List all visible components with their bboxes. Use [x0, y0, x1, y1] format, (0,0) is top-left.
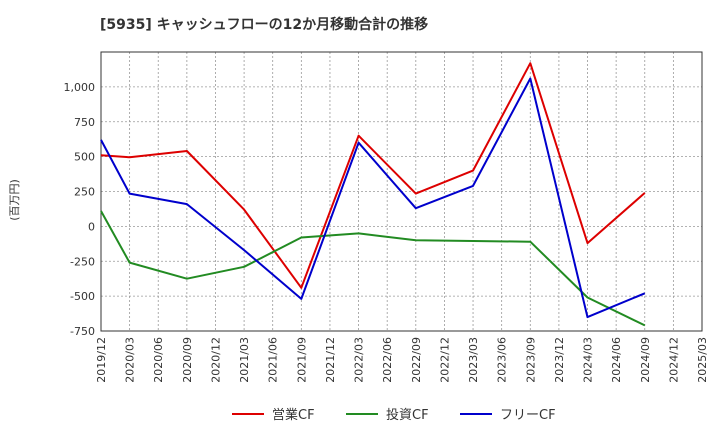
x-tick-label: 2023/06 — [496, 337, 509, 383]
legend-label: フリーCF — [500, 408, 556, 423]
x-tick-label: 2022/03 — [353, 337, 366, 383]
x-tick-label: 2019/12 — [95, 337, 108, 383]
series-line-2 — [100, 210, 646, 327]
x-tick-label: 2021/06 — [267, 337, 280, 383]
y-tick-label: -500 — [70, 290, 95, 303]
chart-title: [5935] キャッシュフローの12か月移動合計の推移 — [100, 17, 429, 33]
x-tick-label: 2020/12 — [209, 337, 222, 383]
y-tick-label: 0 — [88, 220, 95, 233]
x-tick-label: 2023/03 — [467, 337, 480, 383]
x-tick-label: 2024/06 — [610, 337, 623, 383]
y-tick-label: 1,000 — [64, 81, 96, 94]
x-tick-label: 2023/12 — [553, 337, 566, 383]
x-tick-label: 2021/03 — [238, 337, 251, 383]
x-tick-label: 2023/09 — [524, 337, 537, 383]
y-tick-labels: -750 -500 -250 0 250 500 750 1,000 — [64, 81, 96, 338]
x-tick-label: 2020/06 — [152, 337, 165, 383]
y-tick-label: 250 — [74, 186, 95, 199]
x-tick-labels: 2019/12 2020/03 2020/06 2020/09 2020/12 2021/… — [95, 337, 709, 383]
x-tick-label: 2022/12 — [438, 337, 451, 383]
x-tick-label: 2021/12 — [324, 337, 337, 383]
legend: 営業CF 投資CF フリーCF — [232, 407, 556, 423]
series-line-1 — [100, 62, 646, 289]
y-tick-label: 500 — [74, 151, 95, 164]
y-tick-label: -250 — [70, 255, 95, 268]
x-tick-label: 2020/09 — [181, 337, 194, 383]
y-tick-label: -750 — [70, 325, 95, 338]
series-line-3 — [100, 77, 646, 319]
series-layer — [100, 62, 646, 327]
x-tick-label: 2022/09 — [410, 337, 423, 383]
plot-frame — [100, 51, 703, 332]
x-tick-label: 2020/03 — [124, 337, 137, 383]
x-tick-label: 2024/09 — [639, 337, 652, 383]
x-tick-label: 2024/12 — [667, 337, 680, 383]
x-tick-label: 2022/06 — [381, 337, 394, 383]
legend-label: 投資CF — [386, 407, 429, 423]
y-tick-label: 750 — [74, 116, 95, 129]
legend-label: 営業CF — [272, 407, 315, 423]
y-axis-label: (百万円) — [8, 179, 21, 221]
x-tick-label: 2021/09 — [295, 337, 308, 383]
x-tick-label: 2025/03 — [696, 337, 709, 383]
x-tick-label: 2024/03 — [582, 337, 595, 383]
